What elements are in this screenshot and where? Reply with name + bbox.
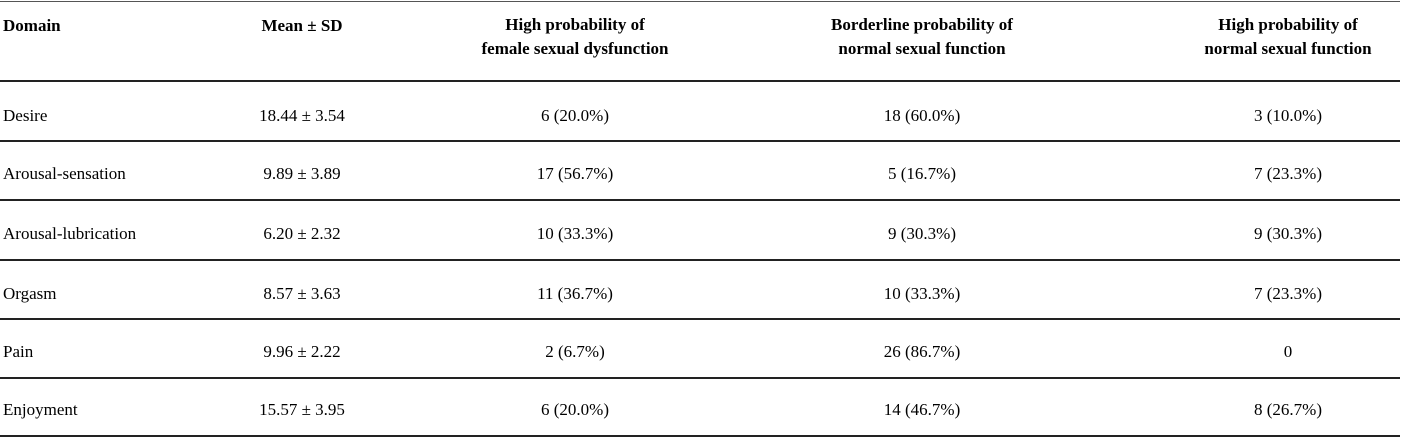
header-high-dysfunction: High probability of female sexual dysfun… xyxy=(428,13,722,61)
cell-high-normal: 0 xyxy=(1283,342,1293,361)
cell-high-dysfunction: 10 (33.3%) xyxy=(536,224,614,243)
cell-high-normal: 7 (23.3%) xyxy=(1254,164,1322,183)
header-high-normal: High probability of normal sexual functi… xyxy=(1160,13,1408,61)
header-domain: Domain xyxy=(3,16,61,35)
cell-high-dysfunction: 6 (20.0%) xyxy=(541,400,609,419)
cell-high-dysfunction: 2 (6.7%) xyxy=(545,342,605,361)
cell-domain: Orgasm xyxy=(3,284,57,303)
cell-domain: Enjoyment xyxy=(3,400,78,419)
header-borderline-line1: Borderline probability of xyxy=(831,15,1013,34)
cell-domain: Pain xyxy=(3,342,34,361)
header-high-dysfunction-line2: female sexual dysfunction xyxy=(481,39,669,58)
cell-high-normal: 9 (30.3%) xyxy=(1254,224,1322,243)
table-top-rule xyxy=(0,1,1400,2)
row-divider xyxy=(0,199,1400,201)
table-bottom-rule xyxy=(0,435,1400,437)
cell-high-dysfunction: 17 (56.7%) xyxy=(536,164,614,183)
header-high-dysfunction-line1: High probability of xyxy=(505,15,645,34)
cell-borderline: 14 (46.7%) xyxy=(883,400,961,419)
cell-domain: Arousal-sensation xyxy=(3,164,126,183)
row-divider xyxy=(0,259,1400,261)
header-high-normal-line1: High probability of xyxy=(1218,15,1358,34)
cell-domain: Arousal-lubrication xyxy=(3,224,137,243)
header-high-normal-line2: normal sexual function xyxy=(1204,39,1372,58)
cell-mean-sd: 8.57 ± 3.63 xyxy=(263,284,341,303)
cell-mean-sd: 15.57 ± 3.95 xyxy=(259,400,345,419)
cell-borderline: 10 (33.3%) xyxy=(883,284,961,303)
cell-domain: Desire xyxy=(3,106,48,125)
cell-borderline: 5 (16.7%) xyxy=(888,164,956,183)
cell-mean-sd: 9.96 ± 2.22 xyxy=(263,342,341,361)
cell-mean-sd: 6.20 ± 2.32 xyxy=(263,224,341,243)
cell-mean-sd: 18.44 ± 3.54 xyxy=(259,106,345,125)
cell-high-dysfunction: 6 (20.0%) xyxy=(541,106,609,125)
cell-mean-sd: 9.89 ± 3.89 xyxy=(263,164,341,183)
cell-borderline: 26 (86.7%) xyxy=(883,342,961,361)
header-mean-sd: Mean ± SD xyxy=(261,16,343,35)
cell-high-normal: 8 (26.7%) xyxy=(1254,400,1322,419)
cell-borderline: 18 (60.0%) xyxy=(883,106,961,125)
cell-borderline: 9 (30.3%) xyxy=(888,224,956,243)
cell-high-normal: 7 (23.3%) xyxy=(1254,284,1322,303)
header-borderline: Borderline probability of normal sexual … xyxy=(788,13,1056,61)
row-divider xyxy=(0,140,1400,142)
row-divider xyxy=(0,377,1400,379)
header-borderline-line2: normal sexual function xyxy=(838,39,1006,58)
cell-high-dysfunction: 11 (36.7%) xyxy=(537,284,613,303)
cell-high-normal: 3 (10.0%) xyxy=(1254,106,1322,125)
header-bottom-rule xyxy=(0,80,1400,82)
row-divider xyxy=(0,318,1400,320)
